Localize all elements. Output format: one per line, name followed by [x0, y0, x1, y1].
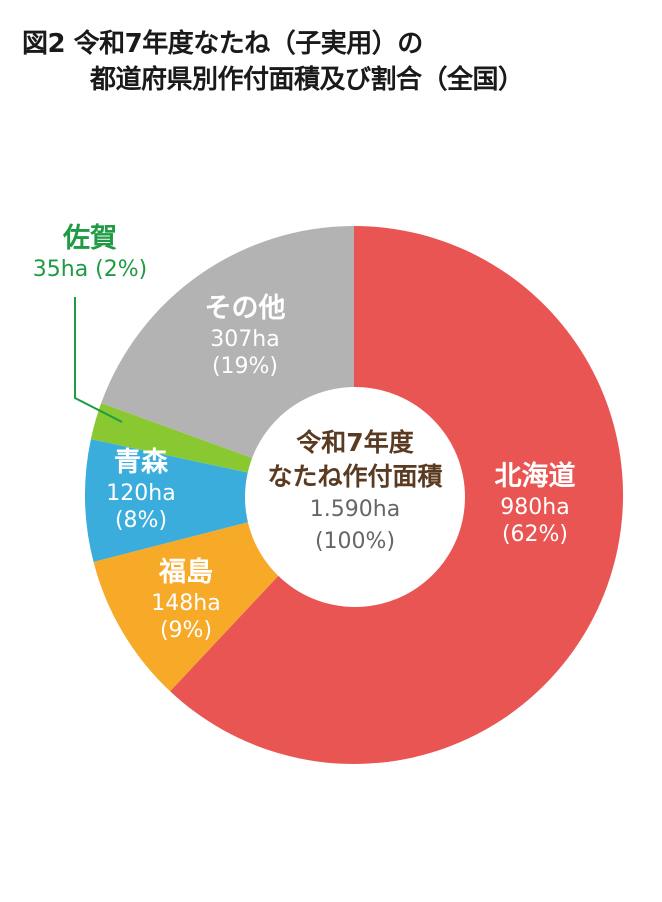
label-other-name: その他 — [204, 293, 286, 324]
label-saga-value: 35ha (2%) — [32, 256, 148, 282]
label-aomori-percent: (8%) — [114, 508, 168, 534]
chart-title-line2: 都道府県別作付面積及び割合（全国） — [90, 65, 524, 95]
label-aomori-name: 青森 — [114, 447, 168, 478]
saga-leader-line — [74, 297, 123, 423]
center-total: 1.590ha — [309, 497, 401, 522]
label-other: その他 307ha (19%) — [190, 292, 300, 381]
label-fukushima: 福島 148ha (9%) — [136, 556, 236, 645]
label-saga-name: 佐賀 — [63, 223, 117, 254]
label-fukushima-value: 148ha — [151, 590, 221, 616]
center-title-line2: なたね作付面積 — [267, 462, 443, 491]
center-label: 令和7年度 なたね作付面積 1.590ha (100%) — [245, 426, 465, 558]
chart-title-line1: 図2 令和7年度なたね（子実用）の — [22, 29, 423, 59]
donut-hole — [245, 387, 465, 607]
label-other-value: 307ha — [210, 326, 280, 352]
label-hokkaido: 北海道 980ha (62%) — [470, 460, 600, 549]
label-fukushima-name: 福島 — [159, 557, 213, 588]
label-saga: 佐賀 35ha (2%) — [10, 222, 170, 283]
label-fukushima-percent: (9%) — [159, 618, 213, 644]
label-aomori: 青森 120ha (8%) — [96, 446, 186, 535]
slice-aomori — [85, 439, 354, 562]
label-hokkaido-percent: (62%) — [501, 522, 569, 548]
label-aomori-value: 120ha — [106, 480, 176, 506]
chart-title: 図2 令和7年度なたね（子実用）の 都道府県別作付面積及び割合（全国） — [22, 26, 524, 98]
label-hokkaido-name: 北海道 — [494, 461, 576, 492]
center-title-line1: 令和7年度 — [296, 428, 414, 457]
label-hokkaido-value: 980ha — [500, 494, 570, 520]
center-percent: (100%) — [314, 529, 396, 554]
label-other-percent: (19%) — [211, 354, 279, 380]
